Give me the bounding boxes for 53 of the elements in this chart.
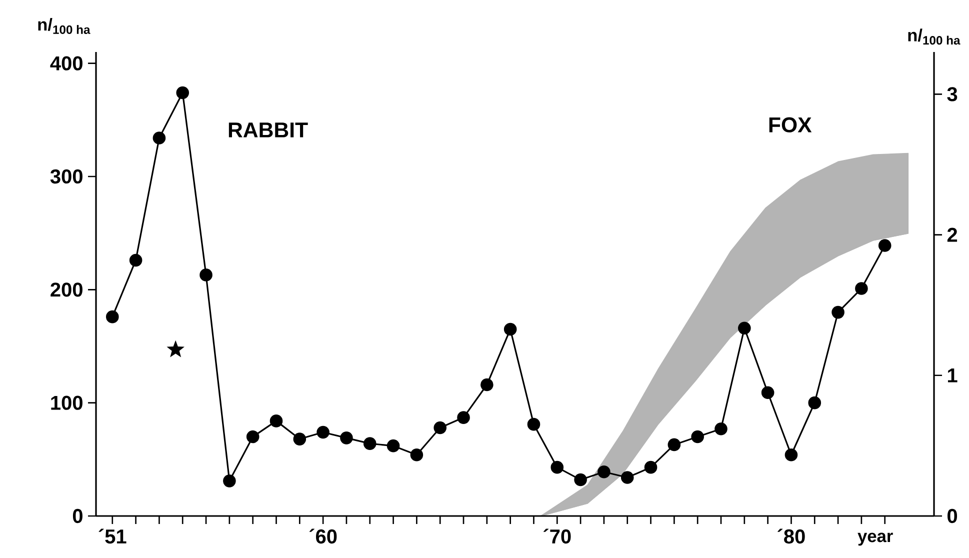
- y2-axis-title: n/$_{100 ha}$: [908, 28, 960, 45]
- y-axis-title: n/$_{100 ha}$: [38, 18, 90, 34]
- point: [855, 282, 868, 295]
- y-tick-label: 200: [50, 282, 82, 297]
- point: [223, 474, 236, 488]
- point: [808, 396, 822, 410]
- x-axis-title: year: [858, 532, 893, 546]
- point: [738, 322, 751, 335]
- y2-tick-label: 1: [948, 368, 958, 382]
- x-tick-label: ´80: [778, 528, 805, 544]
- point: [574, 473, 587, 486]
- point: [784, 448, 798, 462]
- point: [152, 132, 166, 144]
- y-tick-label: 0: [72, 508, 82, 524]
- point: [386, 439, 400, 452]
- point: [457, 411, 470, 424]
- point: [480, 378, 494, 392]
- point: [106, 310, 119, 324]
- point: [246, 430, 260, 444]
- y2-tick-label: 0: [948, 508, 958, 524]
- point: [668, 438, 681, 452]
- y-tick-label: 300: [50, 169, 82, 184]
- point: [832, 306, 844, 319]
- x-tick-label: ´60: [309, 528, 337, 544]
- point: [504, 322, 517, 336]
- point: [129, 254, 142, 267]
- series-label: RABBIT: [228, 122, 308, 138]
- y2-tick-label: 3: [947, 87, 958, 102]
- point: [644, 460, 658, 474]
- point: [598, 465, 610, 478]
- point: [620, 471, 634, 484]
- point: [363, 437, 376, 450]
- y-tick-label: 100: [51, 396, 82, 410]
- point: [293, 432, 306, 446]
- point: [761, 386, 774, 400]
- point: [200, 268, 212, 282]
- point: [176, 86, 190, 100]
- x-tick-label: ´51: [98, 528, 126, 544]
- point: [691, 430, 704, 444]
- point: [434, 421, 447, 434]
- x-tick-label: ´70: [544, 528, 571, 544]
- point: [714, 422, 728, 436]
- point: [316, 426, 330, 439]
- point: [550, 460, 564, 474]
- point: [527, 418, 540, 431]
- point: [340, 432, 353, 444]
- y-tick-label: 400: [50, 56, 82, 70]
- point: [878, 239, 892, 252]
- point: [166, 340, 184, 358]
- y2-tick-label: 2: [947, 228, 958, 242]
- point: [410, 448, 424, 462]
- point: [270, 414, 283, 428]
- series-label: FOX: [769, 117, 812, 132]
